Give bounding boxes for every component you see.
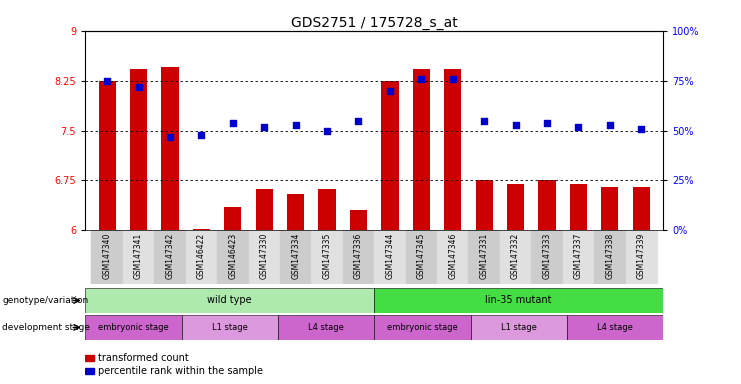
Bar (562, 230, 594, 284)
Text: GSM147333: GSM147333 (542, 233, 551, 280)
Point (604, 121, 616, 127)
Bar (500, 230, 531, 284)
Text: L1 stage: L1 stage (501, 323, 536, 332)
Text: GSM147342: GSM147342 (165, 233, 175, 279)
Text: development stage: development stage (2, 323, 90, 332)
Text: GSM147337: GSM147337 (574, 233, 583, 280)
Text: GSM147335: GSM147335 (322, 233, 331, 280)
Text: GSM147346: GSM147346 (448, 233, 457, 280)
Title: GDS2751 / 175728_s_at: GDS2751 / 175728_s_at (290, 16, 458, 30)
Bar (382, 81, 399, 230)
Bar (444, 70, 462, 230)
Point (353, 118, 365, 124)
Bar (280, 230, 311, 284)
Text: lin-35 mutant: lin-35 mutant (485, 295, 552, 306)
Bar (471, 315, 567, 340)
Bar (85, 288, 374, 313)
Text: GSM147341: GSM147341 (134, 233, 143, 279)
Text: embryonic stage: embryonic stage (387, 323, 458, 332)
Bar (162, 67, 179, 230)
Bar (278, 315, 374, 340)
Point (416, 76, 428, 82)
Bar (476, 180, 493, 230)
Bar (437, 230, 468, 284)
Bar (193, 229, 210, 230)
Bar (531, 230, 562, 284)
Point (133, 84, 144, 90)
Point (447, 76, 459, 82)
Point (196, 131, 207, 137)
Bar (633, 187, 650, 230)
Bar (601, 187, 619, 230)
Bar (319, 189, 336, 230)
Bar (91, 230, 123, 284)
Bar (625, 230, 657, 284)
Bar (538, 180, 556, 230)
Point (321, 127, 333, 134)
Text: GSM147339: GSM147339 (637, 233, 645, 280)
Bar (182, 315, 278, 340)
Bar (287, 194, 305, 230)
Point (635, 126, 647, 132)
Text: transformed count: transformed count (99, 353, 189, 363)
Text: GSM147334: GSM147334 (291, 233, 300, 280)
Bar (85, 315, 182, 340)
Point (102, 78, 113, 84)
Point (384, 88, 396, 94)
Bar (374, 288, 663, 313)
Text: wild type: wild type (207, 295, 252, 306)
Bar (468, 230, 500, 284)
Text: percentile rank within the sample: percentile rank within the sample (99, 366, 263, 376)
Bar (154, 230, 186, 284)
Bar (217, 230, 248, 284)
Bar (85, 368, 94, 374)
Text: L4 stage: L4 stage (308, 323, 344, 332)
Point (510, 121, 522, 127)
Bar (186, 230, 217, 284)
Text: GSM147336: GSM147336 (354, 233, 363, 280)
Text: genotype/variation: genotype/variation (2, 296, 88, 305)
Text: GSM147332: GSM147332 (511, 233, 520, 279)
Text: GSM147331: GSM147331 (479, 233, 488, 279)
Bar (123, 230, 154, 284)
Text: L1 stage: L1 stage (212, 323, 247, 332)
Point (259, 124, 270, 130)
Bar (256, 189, 273, 230)
Text: GSM146422: GSM146422 (197, 233, 206, 279)
Bar (594, 230, 625, 284)
Bar (343, 230, 374, 284)
Bar (99, 81, 116, 230)
Bar (374, 230, 405, 284)
Bar (567, 315, 663, 340)
Point (290, 121, 302, 127)
Bar (350, 210, 367, 230)
Text: embryonic stage: embryonic stage (98, 323, 169, 332)
Bar (374, 315, 471, 340)
Text: GSM147344: GSM147344 (385, 233, 394, 280)
Bar (130, 70, 147, 230)
Bar (405, 230, 437, 284)
Point (573, 124, 585, 130)
Bar (570, 184, 587, 230)
Point (227, 119, 239, 126)
Bar (248, 230, 280, 284)
Text: GSM146423: GSM146423 (228, 233, 237, 279)
Bar (85, 355, 94, 361)
Point (478, 118, 490, 124)
Text: GSM147330: GSM147330 (260, 233, 269, 280)
Bar (507, 184, 524, 230)
Bar (225, 207, 242, 230)
Bar (413, 70, 430, 230)
Text: GSM147345: GSM147345 (417, 233, 426, 280)
Point (541, 119, 553, 126)
Bar (311, 230, 343, 284)
Text: L4 stage: L4 stage (597, 323, 633, 332)
Text: GSM147338: GSM147338 (605, 233, 614, 279)
Point (164, 134, 176, 140)
Text: GSM147340: GSM147340 (103, 233, 112, 280)
